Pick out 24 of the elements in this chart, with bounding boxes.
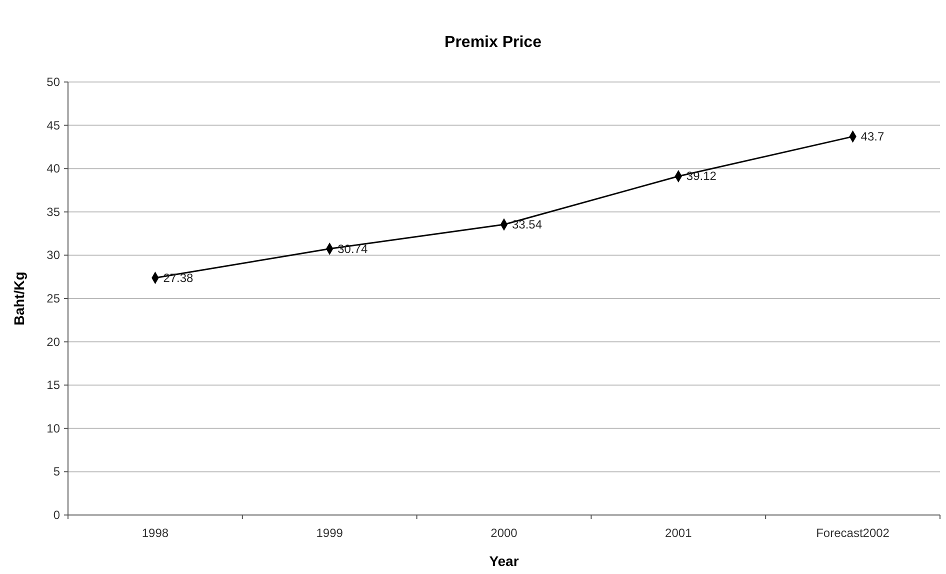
y-tick-label: 30 (46, 248, 60, 262)
y-tick-label: 25 (46, 292, 60, 306)
data-label: 27.38 (163, 270, 194, 285)
x-tick-label: Forecast2002 (816, 526, 890, 540)
y-tick-label: 20 (46, 334, 60, 349)
x-tick-label: 1998 (142, 526, 169, 540)
y-tick-label: 5 (53, 464, 60, 479)
y-tick-label: 50 (46, 75, 60, 89)
data-label: 33.54 (512, 218, 542, 232)
y-axis-title: Baht/Kg (11, 272, 27, 326)
data-label: 39.12 (686, 169, 717, 184)
y-tick-label: 0 (53, 508, 60, 522)
x-tick-label: 1999 (316, 526, 344, 540)
x-tick-label: 2001 (665, 526, 692, 540)
data-label: 43.7 (860, 130, 884, 144)
x-axis-title: Year (489, 553, 520, 569)
x-tick-label: 2000 (490, 526, 518, 540)
chart-title: Premix Price (444, 34, 542, 51)
y-tick-label: 10 (46, 421, 60, 436)
y-tick-label: 15 (46, 378, 60, 392)
y-tick-label: 35 (46, 204, 60, 219)
data-label: 30.74 (338, 242, 368, 256)
y-tick-label: 40 (46, 162, 60, 176)
y-tick-label: 45 (46, 118, 60, 132)
